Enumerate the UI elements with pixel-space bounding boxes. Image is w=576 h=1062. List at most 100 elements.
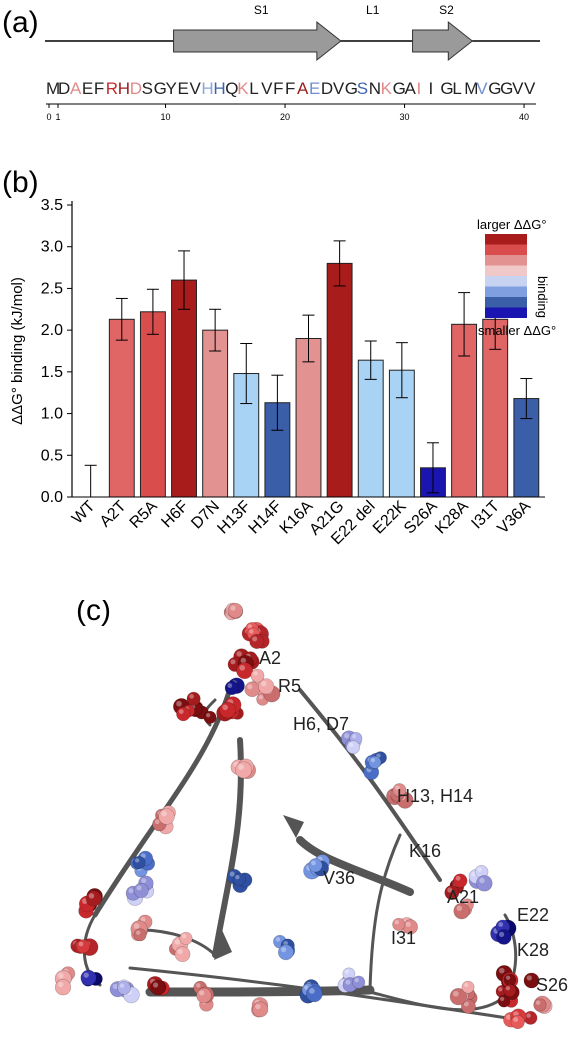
residue-letter: E [178, 79, 189, 98]
bars [72, 262, 545, 498]
bar-r5a [139, 311, 166, 498]
sequence-row: MD A E F R H D S GY E V H H QK L V F F A E D V GS N K GA I I GL MV GGV… [46, 79, 536, 98]
atom-highlight [343, 733, 350, 739]
x-tick-label: K28A [432, 498, 472, 538]
atom-highlight [311, 860, 316, 866]
atom-sphere [54, 979, 72, 996]
legend-swatch [485, 255, 527, 266]
residue-label-v36: V36 [323, 868, 355, 888]
x-tick-label: E22K [370, 498, 410, 538]
residue-label-r5: R5 [278, 676, 301, 696]
residue-letter: G [440, 79, 453, 98]
panel-a-topology: (a) S1 L1 S2 MD A E F R H D S GY E V H H QK L V F F A E D V GS N K… [2, 3, 540, 122]
atom-highlight [78, 941, 84, 947]
atom-highlight [222, 704, 228, 711]
atom-highlight [304, 985, 309, 990]
residue-letter: K [237, 79, 249, 98]
atom-highlight [133, 923, 140, 929]
atom-sphere [244, 681, 261, 698]
atom-highlight [205, 713, 211, 718]
x-tick-label: H14F [246, 498, 286, 538]
x-tick-label: A2T [97, 498, 130, 531]
legend-color-scale [485, 234, 527, 318]
residue-letter: D [321, 79, 333, 98]
atom-highlight [344, 969, 350, 974]
y-tick-label: 2.5 [41, 280, 63, 297]
residue-letter: H [118, 79, 130, 98]
atom-highlight [280, 946, 287, 953]
atom-highlight [506, 1014, 512, 1020]
atom-highlight [258, 695, 263, 700]
atom-highlight [240, 657, 247, 664]
bar-d7n [202, 329, 229, 498]
y-tick-label: 1.5 [41, 364, 63, 381]
atom-highlight [354, 977, 359, 983]
atom-sphere [453, 902, 470, 920]
residue-letter: S [142, 79, 153, 98]
segment-label-s2: S2 [439, 3, 454, 17]
atom-highlight [498, 967, 505, 974]
strand-arrow-s2 [412, 20, 474, 62]
residue-label-h6-d7: H6, D7 [293, 714, 349, 734]
atom-highlight [498, 987, 503, 992]
atom-sphere [258, 678, 275, 695]
atom-highlight [181, 933, 187, 939]
atom-highlight [253, 671, 258, 676]
atom-sphere [352, 975, 366, 989]
sequence-tick-label: 10 [161, 112, 171, 122]
atom-highlight [230, 605, 236, 611]
residue-letter: N [369, 79, 381, 98]
legend: larger ΔΔG° binding smaller ΔΔG° [477, 217, 556, 338]
residue-letter: R [106, 79, 118, 98]
panel-b-label: (b) [2, 166, 39, 199]
error-bars [84, 240, 533, 497]
bar-a2t [108, 318, 135, 498]
residue-letter: I [417, 79, 422, 98]
atom-highlight [252, 636, 258, 642]
atom-highlight [112, 983, 119, 990]
atom-highlight [394, 919, 400, 925]
strand-arrows [173, 20, 474, 62]
atom-sphere [461, 999, 476, 1014]
atom-highlight [227, 683, 233, 688]
residue-letter: F [94, 79, 104, 98]
sequence-tick-label: 30 [400, 112, 410, 122]
residue-letter: A [70, 79, 82, 98]
atom-highlight [247, 624, 253, 629]
atom-sphere [117, 981, 131, 995]
strand-arrow-1 [214, 930, 232, 960]
residue-label-s26: S26 [536, 975, 568, 995]
y-tick-label: 1.0 [41, 406, 63, 423]
residue-letter: V [261, 79, 273, 98]
atom-sphere [510, 1014, 525, 1030]
residue-label-k28: K28 [517, 940, 549, 960]
atom-highlight [452, 990, 459, 997]
sequence-tick-label: 0 [46, 112, 51, 122]
legend-swatch [485, 276, 527, 287]
residue-letter: G [393, 79, 406, 98]
segment-labels: S1 L1 S2 [254, 3, 454, 17]
atom-highlight [136, 930, 141, 935]
atom-highlight [235, 874, 240, 880]
atom-sphere [453, 873, 468, 888]
residue-letter: A [297, 79, 309, 98]
atom-highlight [535, 1000, 541, 1005]
sequence-tick-label: 20 [280, 112, 290, 122]
residue-letter: E [82, 79, 93, 98]
atom-sphere [174, 946, 191, 963]
legend-side-label: binding [535, 276, 550, 318]
atom-highlight [505, 975, 511, 980]
residue-letter: F [273, 79, 283, 98]
atom-sphere [227, 602, 243, 619]
atom-highlight [57, 972, 64, 979]
atom-highlight [309, 988, 315, 994]
atom-highlight [238, 764, 244, 770]
atom-highlight [447, 887, 453, 893]
x-tick-label: R5A [127, 498, 161, 532]
residue-letter: L [452, 79, 461, 98]
y-tick-label: 3.5 [41, 197, 63, 214]
atom-highlight [239, 664, 246, 671]
bar-a21g [326, 262, 353, 498]
residue-label-e22: E22 [517, 905, 549, 925]
